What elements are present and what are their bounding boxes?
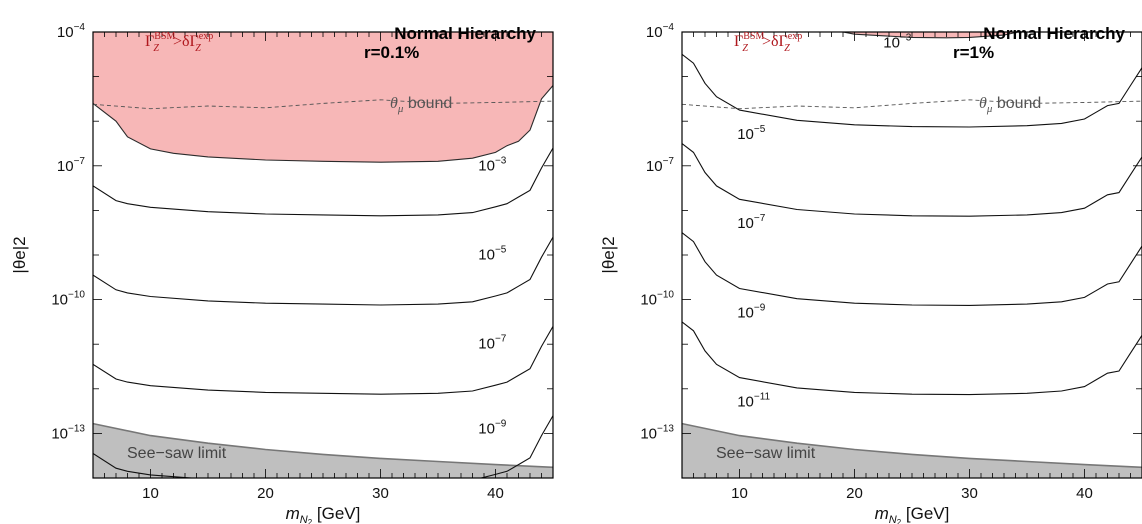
plot-area — [93, 32, 553, 478]
plot-area — [682, 32, 1142, 478]
seesaw-label: See−saw limit — [716, 445, 816, 462]
plot-frame — [681, 31, 1142, 479]
x-tick-label: 30 — [961, 485, 978, 502]
x-tick-label: 10 — [142, 485, 159, 502]
contour-line-2 — [93, 236, 553, 306]
contour-label-1: 10−3 — [478, 155, 507, 174]
chart-subtitle: r=1% — [953, 43, 994, 62]
contour-label-4: 10−9 — [478, 418, 507, 437]
chart-title: Normal Hierarchy — [394, 24, 536, 43]
chart-title: Normal Hierarchy — [983, 24, 1125, 43]
x-tick-label: 10 — [731, 485, 748, 502]
excluded-region-label: ΓBSM Z >δΓexp Z — [734, 31, 802, 54]
contour-label-2: 10−5 — [737, 124, 766, 143]
contour-line-3 — [93, 326, 553, 395]
excluded-region-boundary — [93, 85, 553, 163]
seesaw-label: See−saw limit — [127, 445, 227, 462]
theta-mu-bound-label: θμ bound — [979, 95, 1041, 115]
y-tick-label: 10−10 — [51, 290, 85, 309]
chart-panel-1: 10−3 10−5 10−7 10−9 10 20 30 40 10−4 10−7 10−10 10−… — [10, 22, 554, 524]
y-tick-label: 10−7 — [646, 156, 675, 175]
contour-line-2 — [682, 53, 1142, 128]
y-tick-label: 10−13 — [640, 423, 674, 442]
y-tick-label: 10−7 — [57, 156, 86, 175]
chart-panel-2: 10−3 10−5 10−7 10−9 10−11 10 20 30 40 10−4 10−7 10−… — [599, 22, 1142, 524]
y-tick-label: 10−10 — [640, 290, 674, 309]
x-tick-label: 20 — [257, 485, 274, 502]
x-axis-label: mN2 [GeV] — [875, 504, 950, 524]
contour-label-4: 10−9 — [737, 302, 766, 321]
contour-label-1: 10−3 — [883, 33, 912, 52]
seesaw-boundary — [682, 422, 1142, 469]
contour-label-3: 10−7 — [737, 213, 766, 232]
y-axis-label: |θe|2 — [599, 236, 618, 273]
x-tick-label: 30 — [372, 485, 389, 502]
theta-mu-bound-label: θμ bound — [390, 95, 452, 115]
excluded-region-boundary — [840, 32, 1021, 39]
seesaw-region — [93, 423, 553, 478]
x-tick-label: 40 — [1076, 485, 1093, 502]
theta-mu-bound-line — [682, 99, 1142, 110]
contour-line-3 — [682, 143, 1142, 217]
y-tick-label: 10−4 — [57, 22, 86, 41]
chart-subtitle: r=0.1% — [364, 43, 419, 62]
y-tick-label: 10−13 — [51, 423, 85, 442]
x-axis-label: mN2 [GeV] — [286, 504, 361, 524]
contour-label-5: 10−11 — [737, 392, 770, 411]
contour-label-3: 10−7 — [478, 334, 507, 353]
excluded-region-label: ΓBSM Z >δΓexp Z — [145, 31, 213, 54]
x-tick-label: 40 — [487, 485, 504, 502]
y-tick-label: 10−4 — [646, 22, 675, 41]
contour-label-2: 10−5 — [478, 244, 507, 263]
x-tick-label: 20 — [846, 485, 863, 502]
y-axis-label: |θe|2 — [10, 236, 29, 273]
contour-line-4 — [682, 232, 1142, 306]
contour-line-1 — [93, 147, 553, 217]
excluded-region — [843, 32, 1019, 38]
contour-line-5 — [682, 321, 1142, 396]
seesaw-boundary — [93, 422, 553, 469]
seesaw-region — [682, 423, 1142, 478]
excluded-region — [93, 32, 553, 163]
